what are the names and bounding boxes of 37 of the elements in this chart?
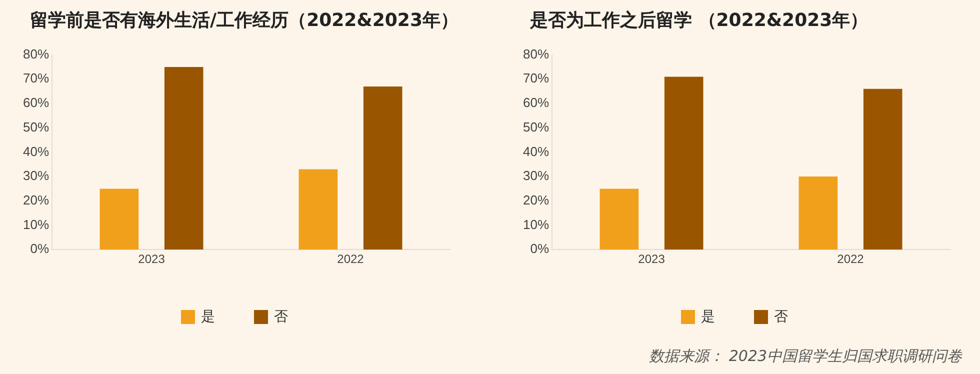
y-tick-label: 50% [522, 119, 550, 134]
bar [363, 86, 402, 250]
y-tick-label: 50% [22, 119, 50, 134]
y-tick-label: 0% [530, 241, 550, 256]
legend-label: 否 [774, 308, 788, 324]
y-tick-label: 20% [522, 192, 550, 208]
legend-label: 否 [274, 308, 288, 324]
chart-title: 是否为工作之后留学 （2022&2023年） [530, 9, 870, 32]
source-note: 数据来源： 2023中国留学生归国求职调研问卷 [649, 347, 962, 366]
y-tick-label: 0% [30, 241, 50, 256]
legend-label: 是 [701, 308, 715, 324]
y-tick-label: 60% [522, 95, 550, 110]
bar [798, 176, 838, 250]
y-tick-label: 70% [22, 70, 50, 86]
y-tick-label: 60% [22, 95, 50, 110]
y-tick-label: 40% [22, 144, 50, 159]
x-tick-label: 2023 [138, 252, 166, 266]
bar [298, 169, 338, 250]
y-tick-label: 80% [22, 46, 50, 62]
y-tick-label: 30% [522, 168, 550, 184]
y-tick-label: 20% [22, 192, 50, 208]
x-tick-label: 2022 [337, 252, 364, 266]
x-tick-label: 2022 [837, 252, 864, 266]
y-tick-label: 10% [522, 216, 550, 232]
y-tick-label: 70% [522, 70, 550, 86]
y-tick-label: 80% [522, 46, 550, 62]
bar [600, 188, 639, 250]
y-tick-label: 10% [22, 216, 50, 232]
bar [164, 66, 204, 250]
bar [863, 88, 902, 250]
chart-title: 留学前是否有海外生活/工作经历（2022&2023年） [30, 9, 460, 32]
y-tick-label: 30% [22, 168, 50, 184]
y-tick-label: 40% [522, 144, 550, 159]
bar [100, 188, 139, 250]
bar [664, 76, 704, 250]
x-tick-label: 2023 [638, 252, 666, 266]
legend-label: 是 [201, 308, 215, 324]
